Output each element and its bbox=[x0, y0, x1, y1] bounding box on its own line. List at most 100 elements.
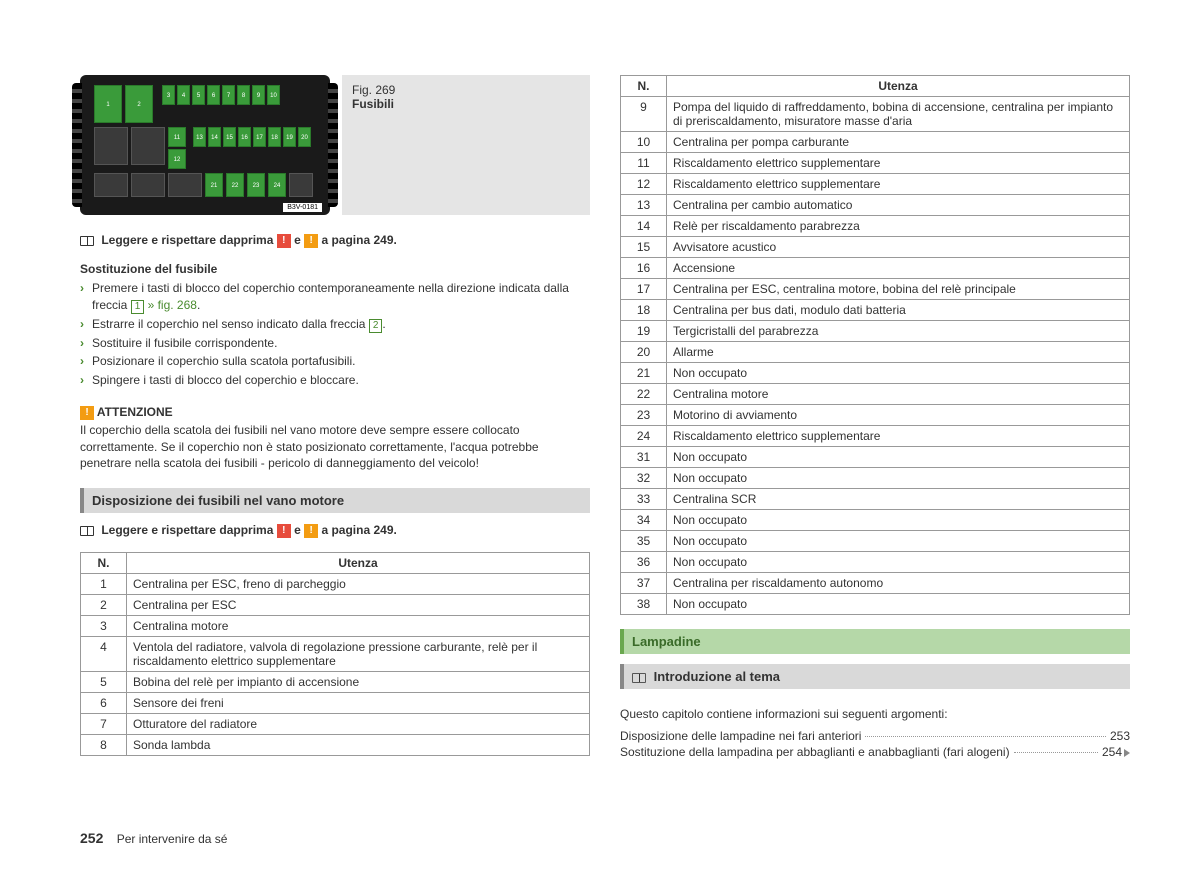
cell-u: Non occupato bbox=[667, 552, 1130, 573]
attention-text: Il coperchio della scatola dei fusibili … bbox=[80, 422, 590, 472]
figure-caption: Fig. 269 Fusibili bbox=[342, 75, 590, 215]
cell-u: Centralina per cambio automatico bbox=[667, 195, 1130, 216]
cell-u: Non occupato bbox=[667, 363, 1130, 384]
replace-step: Spingere i tasti di blocco del coperchio… bbox=[80, 372, 590, 389]
cell-n: 19 bbox=[621, 321, 667, 342]
read-first-line-2: Leggere e rispettare dapprima ! e ! a pa… bbox=[80, 523, 590, 538]
cell-u: Avvisatore acustico bbox=[667, 237, 1130, 258]
toc-line: Sostituzione della lampadina per abbagli… bbox=[620, 745, 1130, 759]
attention-block: ! ATTENZIONE Il coperchio della scatola … bbox=[80, 405, 590, 472]
cell-u: Pompa del liquido di raffreddamento, bob… bbox=[667, 97, 1130, 132]
cell-u: Centralina per bus dati, modulo dati bat… bbox=[667, 300, 1130, 321]
replace-title: Sostituzione del fusibile bbox=[80, 262, 590, 276]
toc-line: Disposizione delle lampadine nei fari an… bbox=[620, 729, 1130, 743]
read-first-line: Leggere e rispettare dapprima ! e ! a pa… bbox=[80, 233, 590, 248]
cell-n: 14 bbox=[621, 216, 667, 237]
table-row: 8Sonda lambda bbox=[81, 735, 590, 756]
section-lampadine: Lampadine bbox=[620, 629, 1130, 654]
table-row: 16Accensione bbox=[621, 258, 1130, 279]
book-icon bbox=[80, 236, 94, 246]
table-row: 10Centralina per pompa carburante bbox=[621, 132, 1130, 153]
page-footer: 252 Per intervenire da sé bbox=[80, 814, 590, 846]
cell-u: Centralina per ESC bbox=[127, 595, 590, 616]
cell-n: 24 bbox=[621, 426, 667, 447]
table-row: 34Non occupato bbox=[621, 510, 1130, 531]
right-column: N. Utenza 9Pompa del liquido di raffredd… bbox=[620, 75, 1130, 846]
warning-yellow-icon: ! bbox=[80, 406, 94, 420]
cell-u: Bobina del relè per impianto di accensio… bbox=[127, 672, 590, 693]
read-and: e bbox=[294, 523, 301, 537]
table-row: 17Centralina per ESC, centralina motore,… bbox=[621, 279, 1130, 300]
cell-u: Centralina SCR bbox=[667, 489, 1130, 510]
toc-page: 254 bbox=[1102, 745, 1130, 759]
table-row: 5Bobina del relè per impianto di accensi… bbox=[81, 672, 590, 693]
continue-icon bbox=[1124, 749, 1130, 757]
table-row: 31Non occupato bbox=[621, 447, 1130, 468]
cell-u: Sonda lambda bbox=[127, 735, 590, 756]
ref-link: » fig. 268 bbox=[144, 298, 197, 312]
toc-page: 253 bbox=[1110, 729, 1130, 743]
figure-block: 12 345678910 1112 1314151617181920 21222… bbox=[80, 75, 590, 215]
toc-title: Sostituzione della lampadina per abbagli… bbox=[620, 745, 1010, 759]
cell-n: 8 bbox=[81, 735, 127, 756]
cell-n: 1 bbox=[81, 574, 127, 595]
left-column: 12 345678910 1112 1314151617181920 21222… bbox=[80, 75, 590, 846]
cell-u: Centralina motore bbox=[667, 384, 1130, 405]
cell-n: 4 bbox=[81, 637, 127, 672]
table-row: 33Centralina SCR bbox=[621, 489, 1130, 510]
col-u: Utenza bbox=[127, 553, 590, 574]
figure-title: Fusibili bbox=[352, 97, 580, 111]
table-row: 12Riscaldamento elettrico supplementare bbox=[621, 174, 1130, 195]
cell-n: 9 bbox=[621, 97, 667, 132]
table-row: 35Non occupato bbox=[621, 531, 1130, 552]
read-prefix: Leggere e rispettare dapprima bbox=[101, 233, 273, 247]
cell-n: 12 bbox=[621, 174, 667, 195]
cell-u: Riscaldamento elettrico supplementare bbox=[667, 174, 1130, 195]
cell-u: Tergicristalli del parabrezza bbox=[667, 321, 1130, 342]
table-row: 9Pompa del liquido di raffreddamento, bo… bbox=[621, 97, 1130, 132]
read-prefix: Leggere e rispettare dapprima bbox=[101, 523, 273, 537]
table-row: 15Avvisatore acustico bbox=[621, 237, 1130, 258]
cell-n: 22 bbox=[621, 384, 667, 405]
cell-n: 34 bbox=[621, 510, 667, 531]
toc-list: Disposizione delle lampadine nei fari an… bbox=[620, 729, 1130, 761]
cell-u: Centralina per riscaldamento autonomo bbox=[667, 573, 1130, 594]
fuse-table-right: N. Utenza 9Pompa del liquido di raffredd… bbox=[620, 75, 1130, 615]
col-u: Utenza bbox=[667, 76, 1130, 97]
cell-n: 13 bbox=[621, 195, 667, 216]
cell-u: Riscaldamento elettrico supplementare bbox=[667, 426, 1130, 447]
book-icon bbox=[80, 526, 94, 536]
toc-title: Disposizione delle lampadine nei fari an… bbox=[620, 729, 861, 743]
cell-n: 23 bbox=[621, 405, 667, 426]
book-icon bbox=[632, 673, 646, 683]
section-fuse-layout: Disposizione dei fusibili nel vano motor… bbox=[80, 488, 590, 513]
warning-red-icon: ! bbox=[277, 234, 291, 248]
replace-step: Estrarre il coperchio nel senso indicato… bbox=[80, 316, 590, 333]
table-row: 23Motorino di avviamento bbox=[621, 405, 1130, 426]
warning-red-icon: ! bbox=[277, 524, 291, 538]
intro-text: Questo capitolo contiene informazioni su… bbox=[620, 707, 1130, 721]
cell-n: 21 bbox=[621, 363, 667, 384]
col-n: N. bbox=[621, 76, 667, 97]
cell-n: 7 bbox=[81, 714, 127, 735]
ref-box: 2 bbox=[369, 319, 383, 333]
replace-step: Premere i tasti di blocco del coperchio … bbox=[80, 280, 590, 314]
cell-u: Non occupato bbox=[667, 447, 1130, 468]
table-row: 7Otturatore del radiatore bbox=[81, 714, 590, 735]
cell-u: Allarme bbox=[667, 342, 1130, 363]
intro-title: Introduzione al tema bbox=[654, 669, 780, 684]
cell-u: Relè per riscaldamento parabrezza bbox=[667, 216, 1130, 237]
table-row: 3Centralina motore bbox=[81, 616, 590, 637]
cell-u: Accensione bbox=[667, 258, 1130, 279]
cell-n: 10 bbox=[621, 132, 667, 153]
replace-steps: Premere i tasti di blocco del coperchio … bbox=[80, 280, 590, 391]
table-row: 24Riscaldamento elettrico supplementare bbox=[621, 426, 1130, 447]
cell-n: 31 bbox=[621, 447, 667, 468]
cell-n: 2 bbox=[81, 595, 127, 616]
cell-u: Centralina motore bbox=[127, 616, 590, 637]
cell-n: 16 bbox=[621, 258, 667, 279]
cell-n: 32 bbox=[621, 468, 667, 489]
table-row: 20Allarme bbox=[621, 342, 1130, 363]
table-row: 4Ventola del radiatore, valvola di regol… bbox=[81, 637, 590, 672]
attention-title-text: ATTENZIONE bbox=[97, 405, 173, 419]
